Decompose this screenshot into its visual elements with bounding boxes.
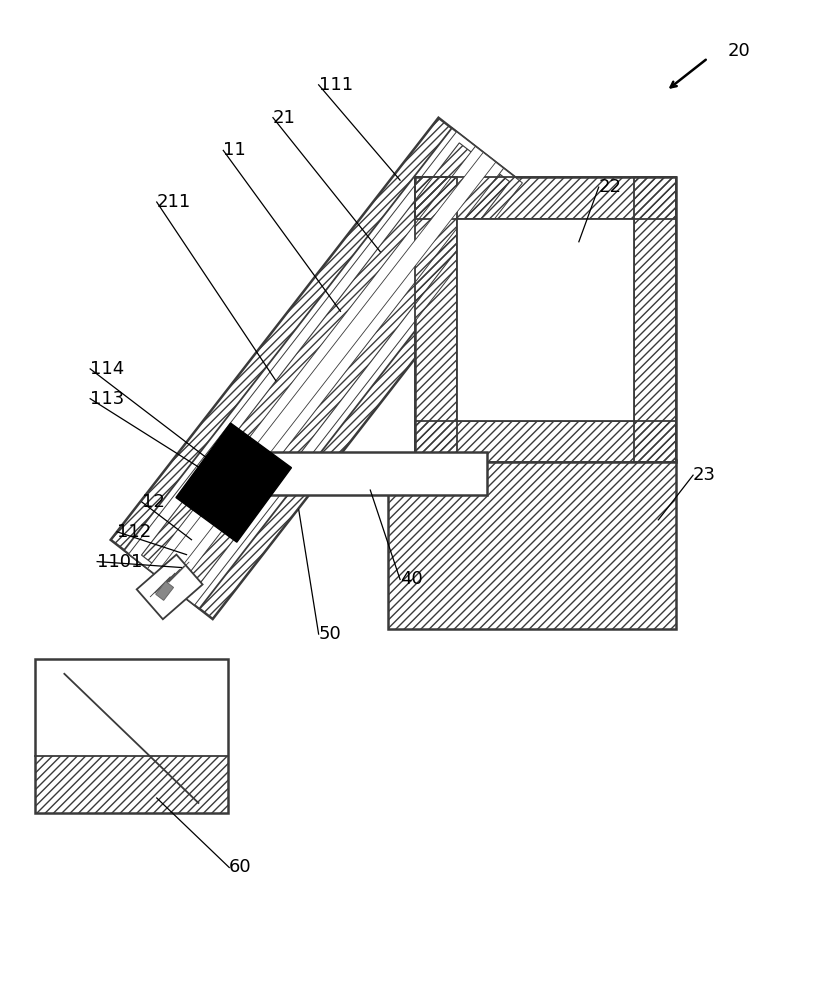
Bar bbox=[415, 177, 677, 219]
Bar bbox=[635, 177, 677, 462]
Bar bbox=[266, 452, 488, 495]
Bar bbox=[415, 421, 677, 462]
Polygon shape bbox=[176, 423, 291, 542]
Polygon shape bbox=[156, 581, 173, 600]
Bar bbox=[388, 460, 677, 629]
Text: 112: 112 bbox=[117, 523, 151, 541]
Text: 21: 21 bbox=[273, 109, 296, 127]
Bar bbox=[415, 177, 677, 219]
Bar bbox=[415, 177, 677, 462]
Text: 1101: 1101 bbox=[97, 553, 143, 571]
Bar bbox=[415, 421, 677, 462]
Bar bbox=[34, 659, 228, 813]
Text: 114: 114 bbox=[90, 360, 125, 378]
Text: 12: 12 bbox=[142, 493, 165, 511]
Text: 113: 113 bbox=[90, 390, 125, 408]
Polygon shape bbox=[124, 128, 527, 609]
Bar bbox=[34, 756, 228, 813]
Polygon shape bbox=[155, 152, 496, 584]
Text: 22: 22 bbox=[599, 178, 621, 196]
Bar bbox=[415, 177, 456, 462]
Polygon shape bbox=[129, 132, 522, 605]
Text: 20: 20 bbox=[728, 42, 750, 60]
Text: 211: 211 bbox=[157, 193, 191, 211]
Polygon shape bbox=[141, 143, 510, 594]
Bar bbox=[635, 177, 677, 462]
Text: 23: 23 bbox=[693, 466, 716, 484]
Text: 50: 50 bbox=[319, 625, 342, 643]
Text: 111: 111 bbox=[319, 76, 353, 94]
Bar bbox=[456, 219, 635, 421]
Polygon shape bbox=[136, 555, 203, 619]
Bar bbox=[415, 177, 456, 462]
Polygon shape bbox=[148, 146, 503, 590]
Text: 40: 40 bbox=[400, 570, 423, 588]
Text: 60: 60 bbox=[229, 858, 252, 876]
Polygon shape bbox=[111, 118, 540, 619]
Text: 11: 11 bbox=[223, 141, 246, 159]
Bar bbox=[388, 460, 677, 629]
